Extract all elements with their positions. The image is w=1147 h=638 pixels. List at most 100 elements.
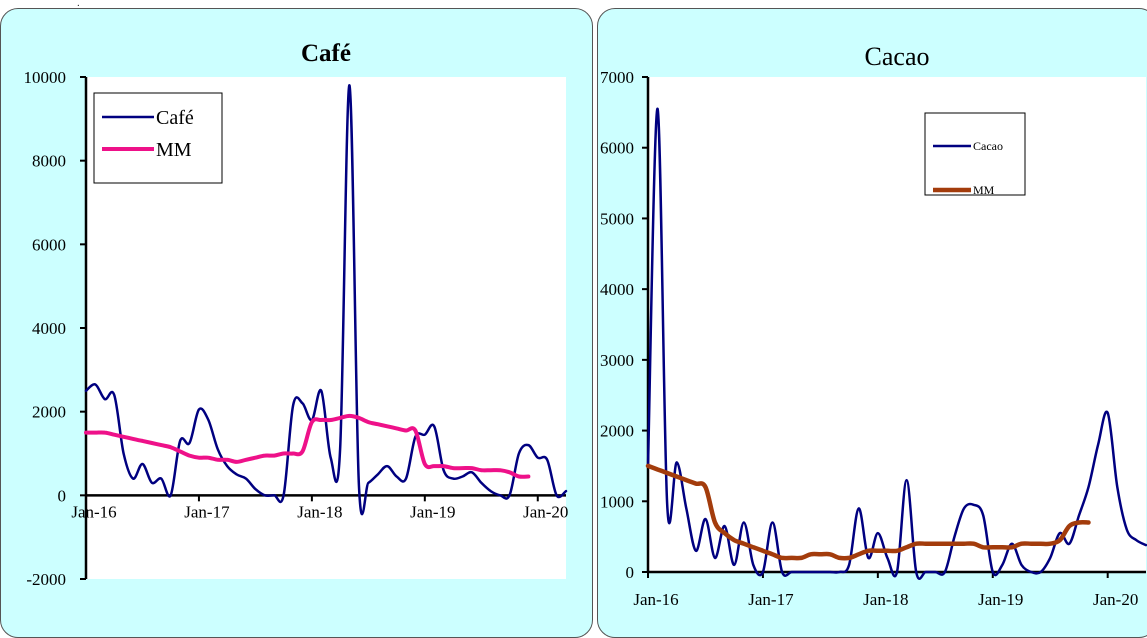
data-point	[443, 470, 444, 471]
data-point	[330, 457, 331, 458]
data-point	[481, 470, 482, 471]
data-point	[963, 543, 964, 544]
data-point	[377, 474, 378, 475]
data-point	[714, 522, 715, 523]
data-point	[887, 550, 888, 551]
data-point	[935, 571, 936, 572]
data-point	[820, 571, 821, 572]
data-point	[547, 459, 548, 460]
data-point	[714, 557, 715, 558]
data-point	[133, 438, 134, 439]
data-point	[868, 550, 869, 551]
data-point	[906, 547, 907, 548]
data-point	[686, 508, 687, 509]
data-point	[255, 489, 256, 490]
data-point	[274, 495, 275, 496]
data-point	[877, 550, 878, 551]
data-point	[935, 543, 936, 544]
data-point	[161, 445, 162, 446]
data-point	[858, 554, 859, 555]
data-point	[1059, 533, 1060, 534]
data-point	[114, 394, 115, 395]
y-tick-label: 10000	[24, 68, 67, 87]
y-tick-label: 8000	[32, 152, 66, 171]
data-point	[85, 390, 86, 391]
data-point	[170, 447, 171, 448]
data-point	[801, 571, 802, 572]
data-point	[1088, 522, 1089, 523]
data-point	[944, 571, 945, 572]
data-point	[293, 405, 294, 406]
data-point	[358, 484, 359, 485]
data-point	[849, 557, 850, 558]
data-point	[887, 557, 888, 558]
data-point	[283, 453, 284, 454]
data-point	[1031, 571, 1032, 572]
data-point	[916, 543, 917, 544]
data-point	[481, 482, 482, 483]
data-point	[283, 495, 284, 496]
data-point	[245, 478, 246, 479]
data-point	[189, 442, 190, 443]
data-point	[1011, 547, 1012, 548]
data-point	[198, 409, 199, 410]
legend-label: MM	[973, 183, 995, 197]
data-point	[387, 466, 388, 467]
data-point	[1021, 543, 1022, 544]
data-point	[349, 85, 350, 86]
data-point	[676, 476, 677, 477]
data-point	[123, 436, 124, 437]
data-point	[829, 571, 830, 572]
data-point	[1126, 529, 1127, 530]
data-point	[509, 495, 510, 496]
data-point	[104, 432, 105, 433]
legend-box	[924, 112, 1026, 196]
data-point	[405, 478, 406, 479]
data-point	[782, 571, 783, 572]
data-point	[434, 426, 435, 427]
data-point	[227, 459, 228, 460]
data-point	[753, 547, 754, 548]
data-point	[963, 508, 964, 509]
data-point	[705, 487, 706, 488]
data-point	[686, 480, 687, 481]
data-point	[133, 478, 134, 479]
cafe-chart: Café -2000 0 2000 4000 6000 8000 10000 Jan-16 Jan…	[24, 40, 569, 589]
series-line-mm	[84, 413, 531, 479]
data-point	[743, 522, 744, 523]
data-point	[387, 426, 388, 427]
data-point	[302, 403, 303, 404]
data-point	[396, 428, 397, 429]
data-point	[518, 476, 519, 477]
data-point	[142, 440, 143, 441]
y-tick-label: 5000	[600, 209, 634, 228]
data-point	[983, 547, 984, 548]
data-point	[189, 455, 190, 456]
data-point	[208, 457, 209, 458]
data-point	[705, 518, 706, 519]
data-point	[245, 459, 246, 460]
data-point	[1069, 543, 1070, 544]
data-point	[509, 472, 510, 473]
data-point	[180, 451, 181, 452]
data-point	[983, 515, 984, 516]
x-tick-label: Jan-20	[523, 502, 568, 521]
data-point	[217, 459, 218, 460]
data-point	[782, 557, 783, 558]
y-tick-label: -2000	[26, 570, 66, 589]
y-tick-label: 4000	[600, 280, 634, 299]
data-point	[161, 478, 162, 479]
data-point	[565, 491, 566, 492]
data-point	[762, 550, 763, 551]
data-point	[916, 571, 917, 572]
data-point	[490, 491, 491, 492]
chart-title: Café	[301, 40, 351, 67]
data-point	[151, 482, 152, 483]
data-point	[368, 482, 369, 483]
data-point	[849, 564, 850, 565]
data-point	[791, 571, 792, 572]
data-point	[753, 564, 754, 565]
data-point	[724, 525, 725, 526]
data-point	[1040, 571, 1041, 572]
series-line-cacao	[646, 107, 1147, 580]
